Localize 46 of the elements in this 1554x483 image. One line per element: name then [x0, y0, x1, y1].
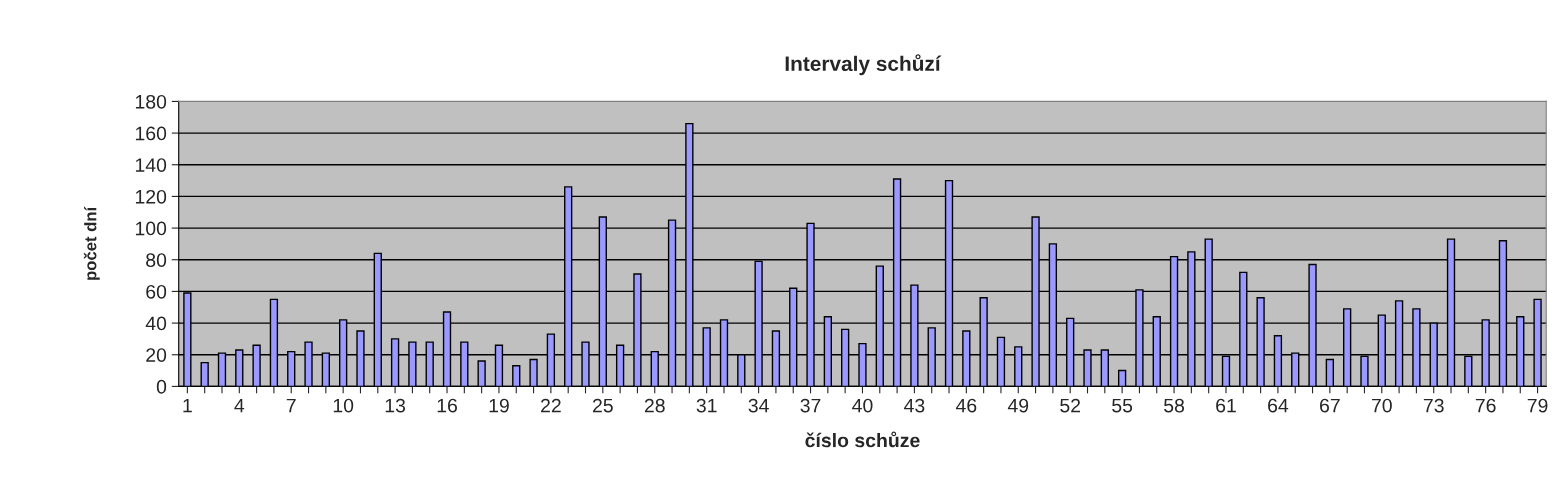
bar	[477, 360, 486, 387]
y-tick-label: 40	[145, 316, 167, 331]
y-tick-label: 0	[156, 379, 167, 394]
y-tick-label: 120	[135, 189, 167, 204]
x-tick-label: 37	[800, 398, 821, 413]
x-tick-label: 28	[644, 398, 665, 413]
x-tick-label: 4	[234, 398, 245, 413]
x-tick-label: 61	[1216, 398, 1236, 413]
bar	[200, 361, 209, 387]
x-tick-label: 13	[385, 398, 406, 413]
y-tick-label: 160	[135, 126, 167, 141]
y-tick-label: 60	[146, 284, 167, 299]
x-tick-label: 76	[1475, 398, 1496, 413]
x-tick-label: 55	[1112, 398, 1133, 413]
y-axis-title: počet dní	[83, 206, 100, 280]
x-tick-label: 43	[904, 398, 925, 413]
x-tick-label: 22	[541, 398, 561, 413]
x-tick-label: 67	[1320, 398, 1340, 413]
x-tick-label: 10	[333, 398, 354, 413]
bar	[1325, 358, 1335, 387]
x-tick-label: 70	[1371, 398, 1392, 413]
x-tick-label: 79	[1527, 398, 1548, 413]
x-tick-label: 25	[592, 398, 613, 413]
x-tick-label: 1	[183, 398, 192, 413]
chart-title: Intervaly schůzí	[785, 54, 942, 76]
x-tick-label: 49	[1007, 398, 1029, 413]
x-tick-label: 7	[286, 398, 296, 413]
x-tick-label: 34	[748, 398, 769, 413]
x-tick-label: 64	[1268, 398, 1289, 413]
x-tick-label: 31	[696, 398, 717, 413]
x-tick-label: 73	[1423, 398, 1444, 413]
x-tick-label: 58	[1164, 398, 1185, 413]
y-tick-label: 20	[146, 348, 167, 362]
x-tick-label: 19	[489, 398, 509, 413]
y-tick-label: 180	[135, 94, 167, 109]
bar	[512, 365, 521, 387]
y-tick-label: 80	[146, 253, 167, 267]
bar	[1117, 369, 1127, 387]
x-tick-label: 40	[852, 398, 873, 413]
x-tick-label: 16	[437, 398, 457, 413]
y-tick-label: 140	[135, 158, 167, 172]
x-tick-label: 46	[955, 398, 977, 413]
bar	[529, 358, 538, 387]
x-tick-label: 52	[1060, 398, 1081, 413]
x-axis-title: číslo schůze	[805, 431, 920, 448]
y-tick-label: 100	[135, 221, 167, 236]
